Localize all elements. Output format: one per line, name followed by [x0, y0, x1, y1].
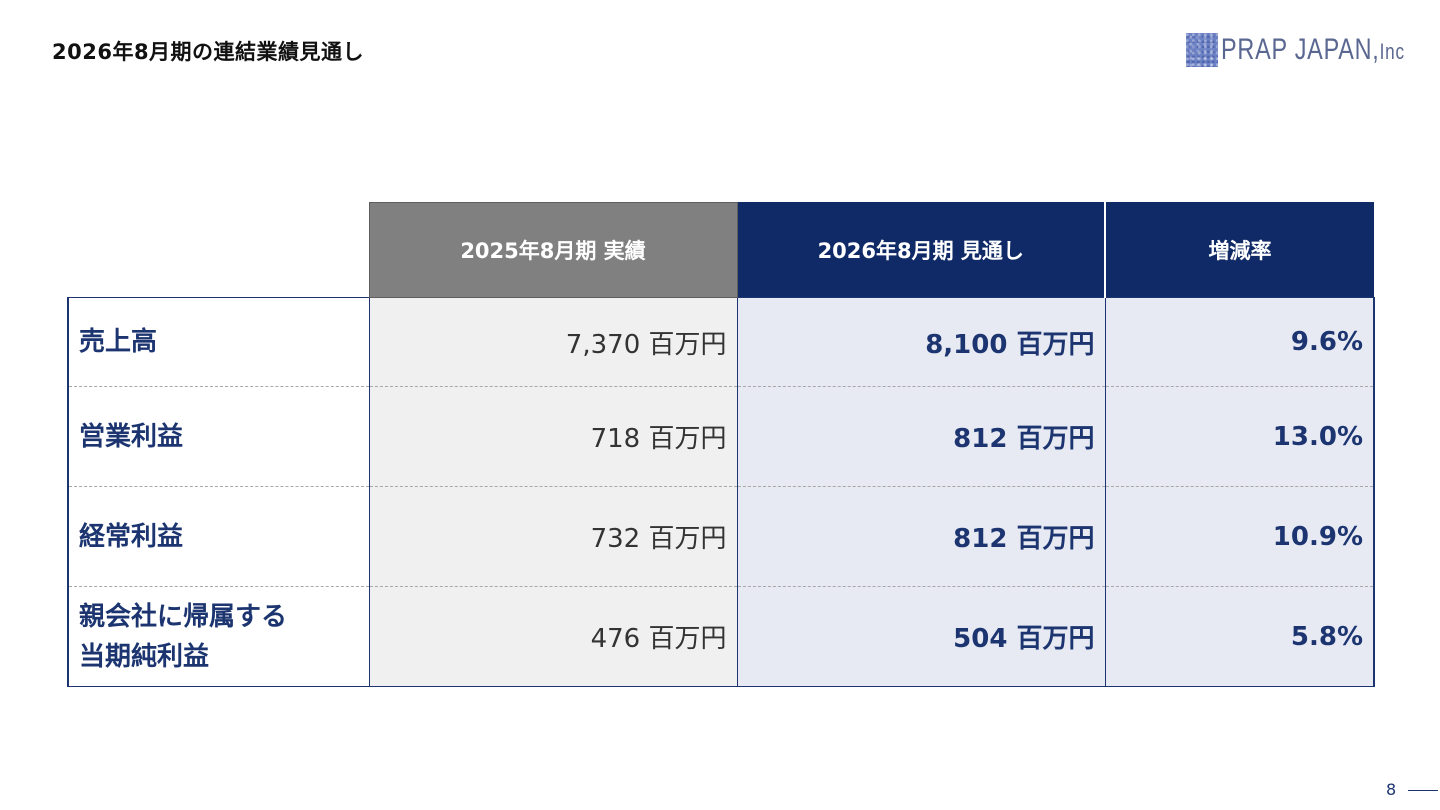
company-logo: PRAP JAPAN,Inc [1186, 31, 1440, 67]
row-label-line: 当期純利益 [79, 641, 210, 672]
header-empty-cell [68, 202, 369, 298]
table-row: 売上高 7,370 百万円 8,100 百万円 9.6% [67, 297, 1375, 387]
previous-actual-value: 718 百万円 [369, 386, 738, 487]
page-number: 8 [1386, 780, 1397, 799]
row-label: 経常利益 [67, 486, 370, 587]
earnings-forecast-table: 2025年8月期 実績 2026年8月期 見通し 増減率 売上高 7,370 百… [67, 202, 1375, 687]
page-title: 2026年8月期の連結業績見通し [52, 40, 365, 64]
change-rate-value: 10.9% [1105, 486, 1375, 587]
forecast-value: 504 百万円 [737, 586, 1106, 687]
forecast-value: 812 百万円 [737, 386, 1106, 487]
row-label-line: 親会社に帰属する [79, 601, 288, 632]
row-label-line: 営業利益 [79, 421, 184, 452]
forecast-value: 812 百万円 [737, 486, 1106, 587]
change-rate-value: 13.0% [1105, 386, 1375, 487]
change-rate-value: 5.8% [1105, 586, 1375, 687]
row-label: 親会社に帰属する 当期純利益 [67, 586, 370, 687]
row-label-line: 売上高 [79, 327, 158, 357]
row-label-line: 経常利益 [79, 521, 184, 552]
table-row: 経常利益 732 百万円 812 百万円 10.9% [67, 486, 1375, 587]
table-header-row: 2025年8月期 実績 2026年8月期 見通し 増減率 [68, 202, 1374, 298]
logo-text: PRAP JAPAN,Inc [1221, 35, 1405, 67]
table-row: 親会社に帰属する 当期純利益 476 百万円 504 百万円 5.8% [67, 586, 1375, 687]
logo-name: PRAP JAPAN, [1221, 33, 1380, 66]
row-label: 売上高 [67, 297, 370, 387]
table-row: 営業利益 718 百万円 812 百万円 13.0% [67, 386, 1375, 487]
forecast-value: 8,100 百万円 [737, 297, 1106, 387]
row-label: 営業利益 [67, 386, 370, 487]
page-number-rule [1408, 790, 1438, 791]
previous-actual-value: 732 百万円 [369, 486, 738, 587]
header-previous-actual: 2025年8月期 実績 [368, 202, 738, 298]
change-rate-value: 9.6% [1105, 297, 1375, 387]
header-forecast: 2026年8月期 見通し [737, 202, 1106, 298]
header-change-rate: 増減率 [1105, 202, 1374, 298]
logo-mark-icon [1186, 33, 1218, 67]
previous-actual-value: 7,370 百万円 [369, 297, 738, 387]
logo-suffix: Inc [1379, 39, 1405, 64]
previous-actual-value: 476 百万円 [369, 586, 738, 687]
